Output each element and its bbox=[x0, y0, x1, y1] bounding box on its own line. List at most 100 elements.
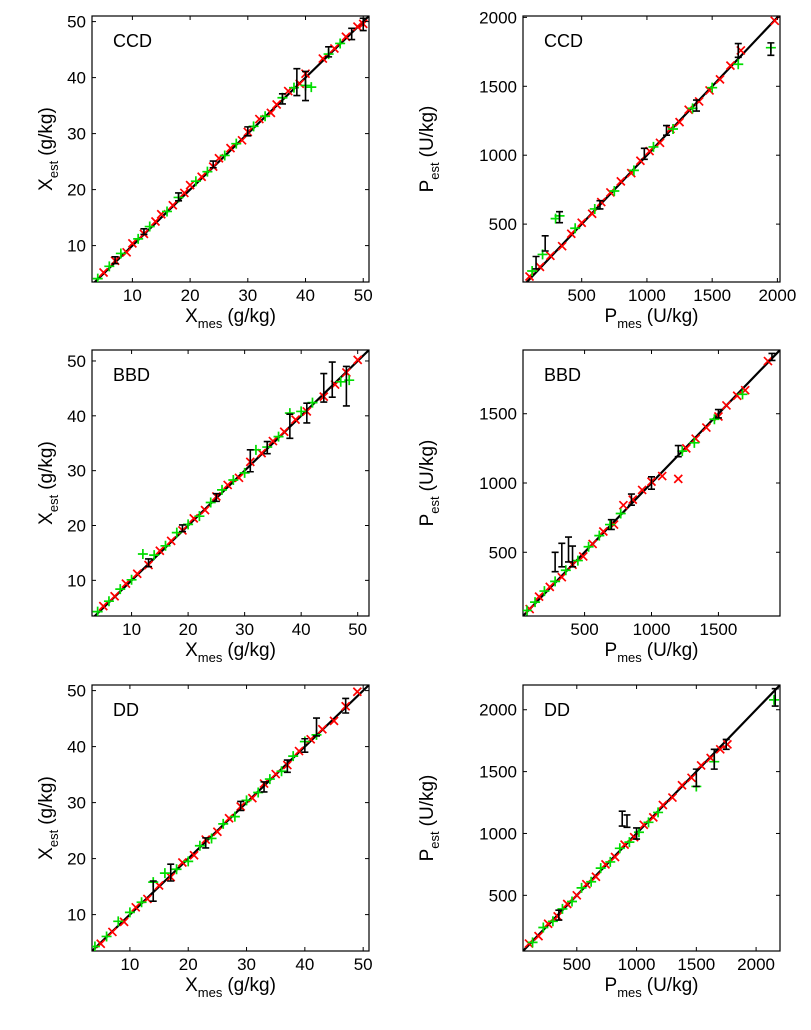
data-point-errorbar bbox=[771, 687, 779, 707]
data-point-errorbar bbox=[551, 551, 559, 573]
x-axis-label-sub: mes bbox=[198, 985, 223, 1000]
x-tick-label: 10 bbox=[120, 955, 139, 974]
data-point-plus bbox=[115, 248, 126, 259]
data-point-errorbar bbox=[710, 748, 718, 770]
data-point-x bbox=[691, 434, 701, 444]
series-x bbox=[96, 687, 362, 949]
data-point-errorbar bbox=[348, 27, 356, 41]
data-point-errorbar bbox=[145, 558, 153, 568]
series-+ bbox=[527, 694, 780, 948]
plot-data bbox=[92, 685, 369, 951]
data-point-x bbox=[200, 505, 210, 515]
data-point-errorbar bbox=[633, 827, 641, 840]
data-point-x bbox=[701, 422, 711, 433]
data-point-plus bbox=[628, 165, 639, 176]
data-point-plus bbox=[113, 916, 124, 927]
data-point-x bbox=[706, 753, 716, 763]
data-point-x bbox=[223, 480, 233, 490]
y-axis-label-main: P bbox=[417, 849, 438, 862]
data-point-plus bbox=[530, 597, 541, 608]
y-axis-label: Pest (U/kg) bbox=[417, 440, 442, 527]
data-point-x bbox=[110, 591, 120, 601]
y-axis-label: Xest (g/kg) bbox=[36, 107, 61, 191]
x-tick-label: 40 bbox=[292, 620, 311, 639]
x-tick-label: 1500 bbox=[700, 620, 738, 639]
data-point-errorbar bbox=[301, 737, 309, 753]
x-tick-label: 20 bbox=[179, 620, 198, 639]
data-point-x bbox=[98, 267, 109, 278]
data-point-errorbar bbox=[328, 361, 336, 398]
data-point-x bbox=[725, 61, 736, 71]
data-point-x bbox=[545, 251, 555, 261]
data-point-x bbox=[189, 850, 199, 860]
data-point-plus bbox=[92, 941, 100, 951]
data-point-plus bbox=[160, 540, 171, 551]
data-point-errorbar bbox=[313, 717, 321, 737]
data-point-plus bbox=[769, 694, 780, 705]
y-axis-label-unit: (U/kg) bbox=[417, 440, 438, 492]
data-point-x bbox=[673, 474, 683, 484]
data-point-x bbox=[98, 601, 108, 611]
data-point-plus bbox=[171, 864, 182, 875]
x-tick-label: 50 bbox=[354, 955, 373, 974]
data-point-plus bbox=[205, 497, 216, 508]
y-axis-label: Xest (g/kg) bbox=[36, 441, 61, 525]
data-point-x bbox=[572, 890, 582, 900]
data-point-plus bbox=[296, 406, 307, 417]
data-point-x bbox=[224, 813, 234, 823]
data-point-plus bbox=[668, 124, 679, 135]
plot-data bbox=[523, 350, 780, 616]
data-point-x bbox=[577, 218, 587, 228]
x-tick-label: 50 bbox=[348, 620, 367, 639]
y-tick-label: 1000 bbox=[479, 146, 517, 165]
data-point-plus bbox=[126, 574, 137, 585]
data-point-x bbox=[272, 99, 282, 110]
x-axis-label-main: P bbox=[605, 640, 618, 661]
data-point-x bbox=[616, 176, 626, 186]
x-tick-label: 500 bbox=[563, 955, 591, 974]
x-tick-label: 1000 bbox=[618, 955, 656, 974]
series-errorbar bbox=[551, 352, 776, 573]
data-point-x bbox=[352, 687, 362, 697]
data-point-x bbox=[628, 495, 638, 505]
y-axis-label-main: P bbox=[417, 514, 438, 527]
data-point-plus bbox=[594, 530, 605, 541]
plot-data bbox=[523, 685, 780, 951]
data-point-plus bbox=[104, 261, 115, 272]
data-point-plus bbox=[103, 596, 114, 607]
data-point-plus bbox=[648, 141, 659, 152]
data-point-plus bbox=[194, 840, 205, 851]
x-axis-label-unit: (U/kg) bbox=[647, 975, 699, 996]
data-point-plus bbox=[615, 508, 626, 519]
y-axis-label-unit: (U/kg) bbox=[417, 106, 438, 158]
x-tick-label: 50 bbox=[354, 286, 373, 305]
data-point-plus bbox=[539, 586, 550, 597]
data-point-x bbox=[557, 241, 567, 251]
data-point-x bbox=[763, 356, 773, 366]
data-point-plus bbox=[595, 863, 606, 874]
data-point-plus bbox=[538, 922, 549, 933]
x-axis-label: Pmes (U/kg) bbox=[605, 975, 699, 1000]
data-point-x bbox=[578, 551, 588, 562]
y-tick-label: 500 bbox=[489, 215, 517, 234]
y-tick-label: 1500 bbox=[479, 77, 517, 96]
x-tick-label: 1000 bbox=[633, 620, 671, 639]
y-tick-label: 20 bbox=[67, 181, 86, 200]
data-point-plus bbox=[239, 467, 250, 478]
chart-panel-1: 10 20 30 40 50 10 20 30 40 50 CCD Xmes (g/kg) Xest (g/… bbox=[36, 13, 373, 331]
data-point-errorbar bbox=[607, 518, 615, 531]
y-tick-label: 2000 bbox=[479, 701, 517, 720]
y-tick-label: 40 bbox=[67, 738, 86, 757]
y-axis-label-sub: est bbox=[46, 160, 61, 178]
data-point-x bbox=[317, 724, 327, 734]
y-tick-label: 20 bbox=[67, 517, 86, 536]
y-tick-label: 20 bbox=[67, 850, 86, 869]
data-point-errorbar bbox=[212, 492, 220, 503]
data-point-errorbar bbox=[325, 46, 333, 58]
y-tick-label: 500 bbox=[489, 543, 517, 562]
y-axis-label-sub: est bbox=[427, 162, 442, 180]
data-point-plus bbox=[276, 766, 287, 777]
data-point-x bbox=[715, 74, 725, 85]
data-point-errorbar bbox=[722, 738, 730, 751]
data-point-errorbar bbox=[293, 67, 301, 97]
